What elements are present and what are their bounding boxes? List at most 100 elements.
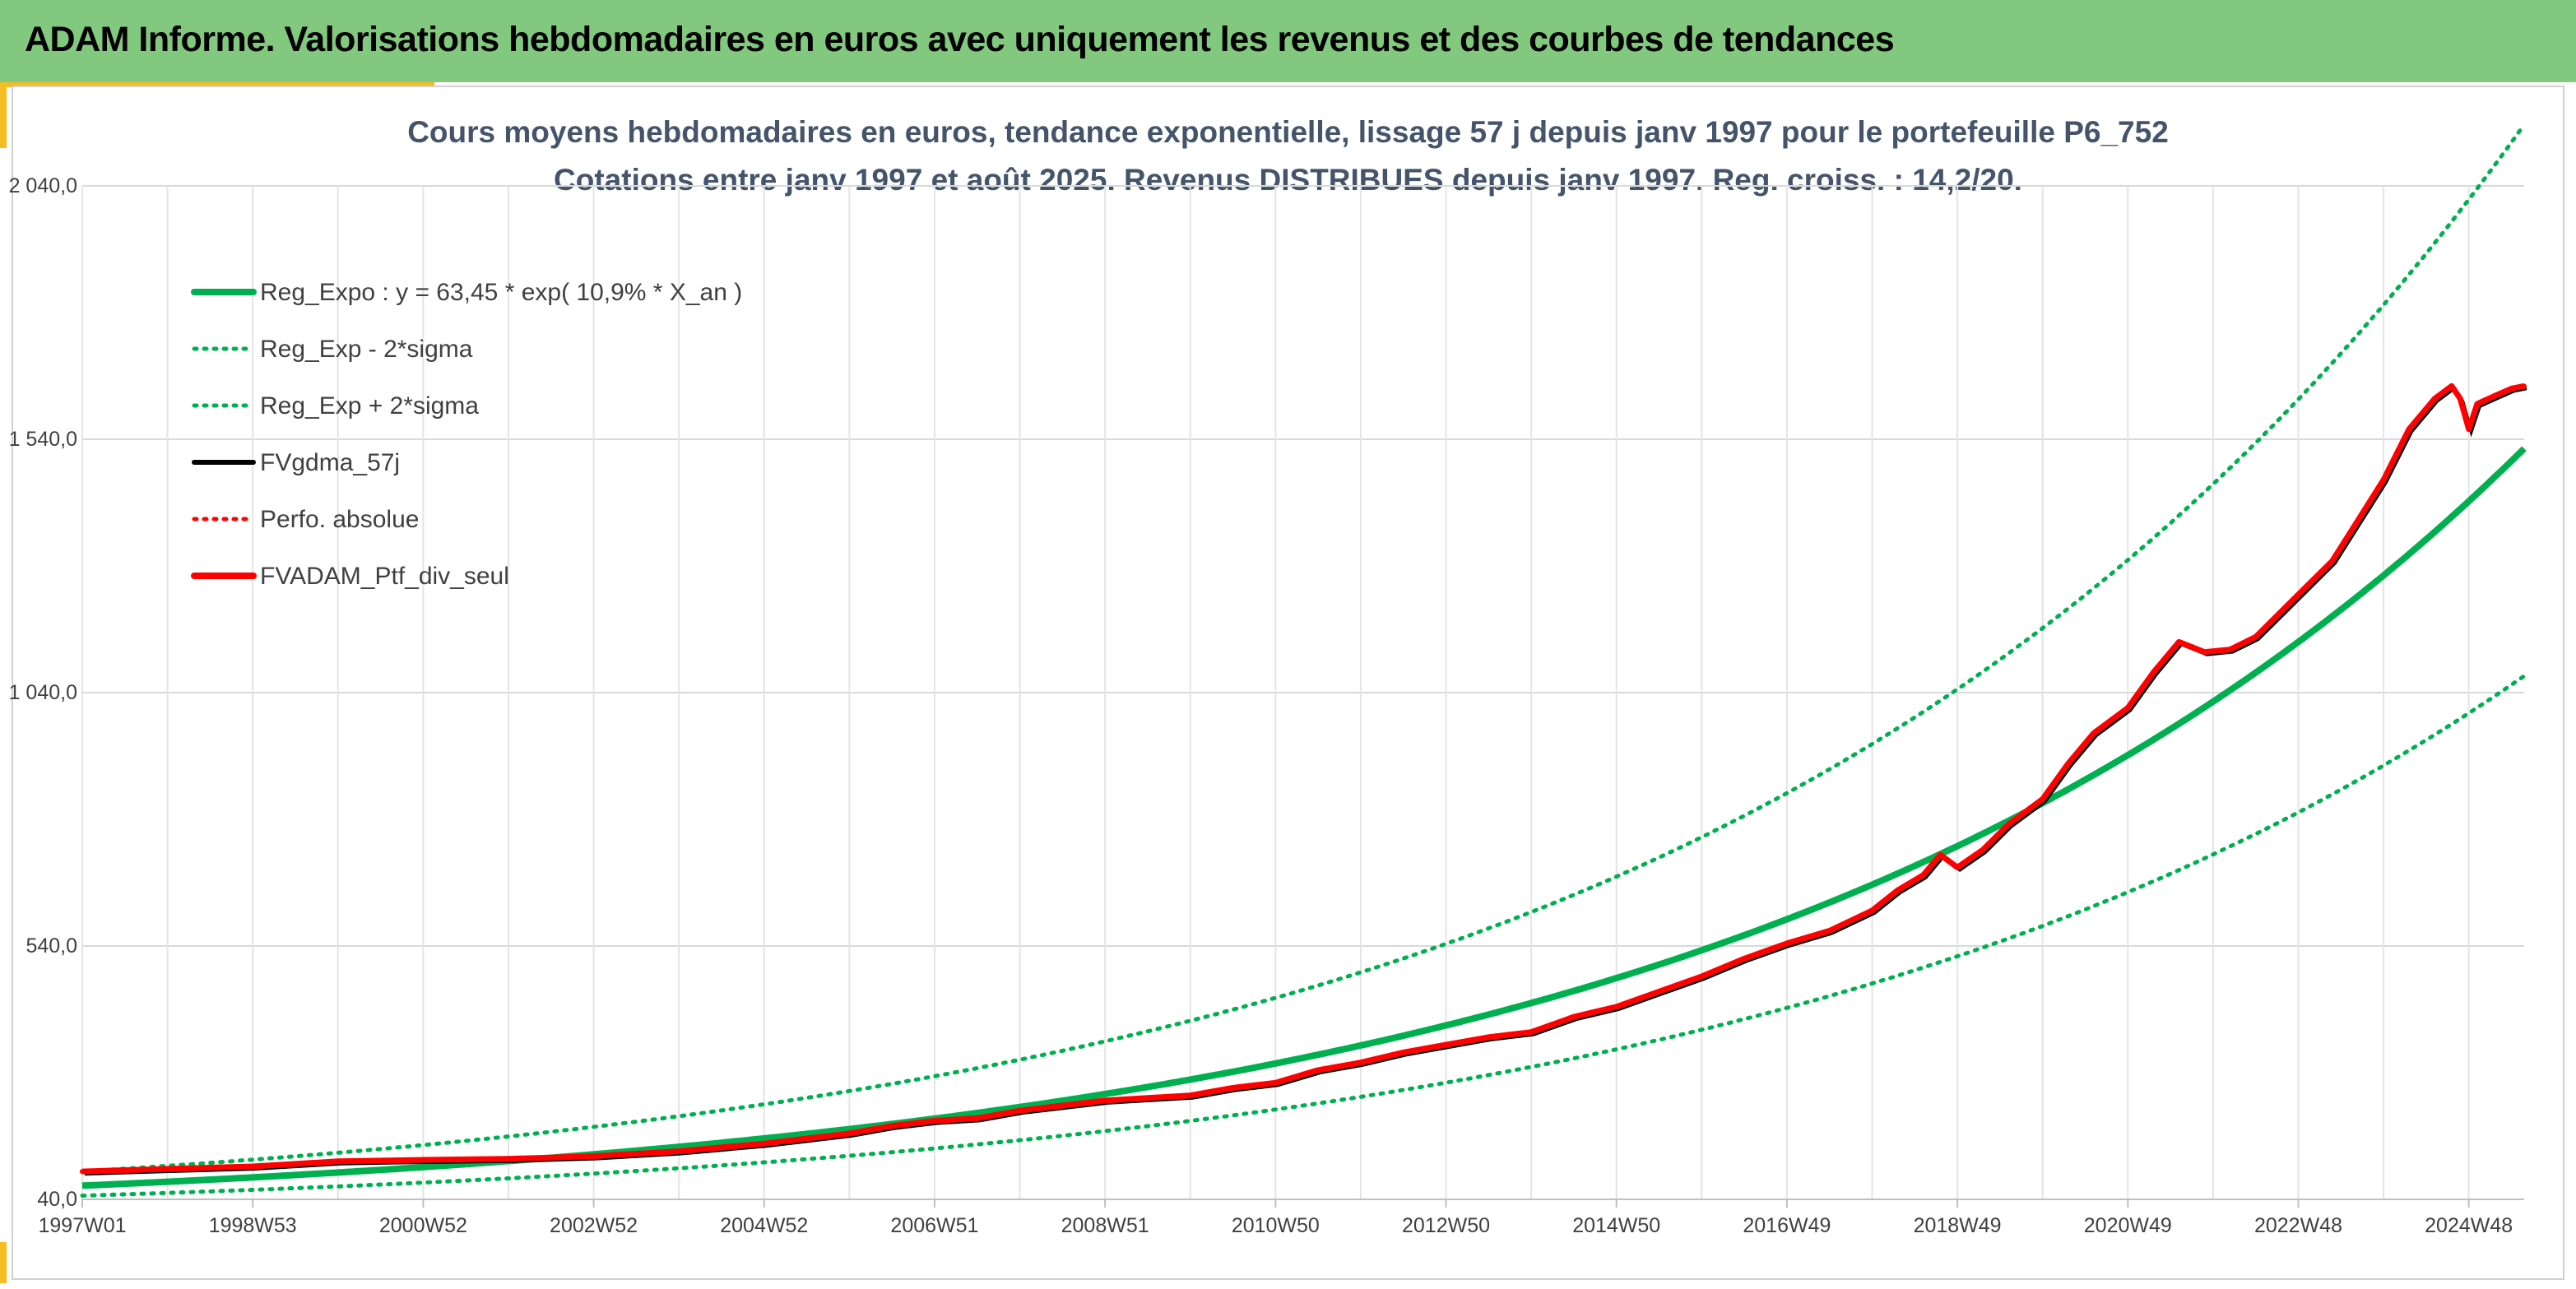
portfolio-point bbox=[1230, 1085, 1236, 1091]
portfolio-point bbox=[80, 1169, 85, 1175]
legend-label: FVADAM_Ptf_div_seul bbox=[260, 563, 509, 590]
portfolio-point bbox=[335, 1158, 341, 1164]
portfolio-point bbox=[1144, 1095, 1150, 1101]
portfolio-point bbox=[2040, 796, 2045, 802]
portfolio-point bbox=[2006, 822, 2012, 828]
y-tick-label: 540,0 bbox=[26, 934, 77, 957]
portfolio-point bbox=[2458, 396, 2463, 401]
portfolio-point bbox=[1955, 865, 1961, 870]
y-tick-label: 1 040,0 bbox=[9, 681, 77, 704]
portfolio-point bbox=[2065, 761, 2071, 767]
portfolio-point bbox=[2466, 426, 2472, 432]
portfolio-point bbox=[505, 1156, 511, 1161]
x-tick-label: 2000W52 bbox=[379, 1214, 467, 1237]
portfolio-point bbox=[2509, 386, 2514, 392]
portfolio-point bbox=[2176, 639, 2182, 645]
accent-bar-bottom-left bbox=[0, 1242, 7, 1283]
portfolio-point bbox=[1920, 872, 1926, 878]
portfolio-point bbox=[2278, 609, 2284, 614]
portfolio-point bbox=[1784, 940, 1789, 946]
portfolio-point bbox=[2522, 383, 2527, 389]
portfolio-point bbox=[1273, 1080, 1279, 1086]
portfolio-point bbox=[1102, 1097, 1108, 1103]
portfolio-point bbox=[1656, 989, 1662, 995]
portfolio-point bbox=[1017, 1108, 1023, 1114]
x-tick-label: 2010W50 bbox=[1232, 1214, 1320, 1237]
portfolio-point bbox=[1895, 888, 1901, 893]
portfolio-point bbox=[250, 1163, 256, 1169]
portfolio-point bbox=[1938, 852, 1943, 858]
portfolio-point bbox=[2491, 393, 2497, 399]
portfolio-point bbox=[676, 1148, 682, 1154]
y-tick-label: 40,0 bbox=[37, 1188, 77, 1211]
portfolio-point bbox=[2125, 705, 2131, 711]
legend-label: FVgdma_57j bbox=[260, 449, 400, 476]
portfolio-point bbox=[1613, 1004, 1619, 1009]
portfolio-point bbox=[2432, 396, 2438, 401]
x-tick-label: 2024W48 bbox=[2425, 1214, 2513, 1237]
legend-label: Reg_Expo : y = 63,45 * exp( 10,9% * X_an… bbox=[260, 279, 742, 306]
portfolio-point bbox=[847, 1130, 852, 1136]
portfolio-point bbox=[2304, 583, 2309, 589]
legend: Reg_Expo : y = 63,45 * exp( 10,9% * X_an… bbox=[191, 279, 742, 590]
x-tick-label: 2020W49 bbox=[2084, 1214, 2172, 1237]
x-tick-label: 2002W52 bbox=[550, 1214, 638, 1237]
portfolio-point bbox=[2091, 730, 2096, 736]
x-tick-label: 2008W51 bbox=[1061, 1214, 1149, 1237]
chart-subtitle: Cotations entre janv 1997 et août 2025. … bbox=[554, 163, 2022, 197]
portfolio-point bbox=[2227, 647, 2233, 652]
portfolio-point bbox=[2202, 649, 2207, 655]
portfolio-point bbox=[420, 1157, 426, 1162]
portfolio-point bbox=[931, 1118, 937, 1124]
portfolio-point bbox=[591, 1153, 596, 1159]
portfolio-point bbox=[1826, 928, 1832, 934]
portfolio-point bbox=[1400, 1050, 1406, 1055]
portfolio-point bbox=[2448, 383, 2454, 389]
axes-layer: 40,0 540,0 1 040,0 1 540,0 2 040,0 1997W01 199… bbox=[9, 174, 2524, 1237]
accent-bar-top bbox=[0, 82, 434, 87]
upper-band-line bbox=[80, 123, 2527, 1174]
legend-label: Perfo. absolue bbox=[260, 506, 419, 533]
portfolio-point bbox=[974, 1115, 980, 1121]
x-tick-label: 2018W49 bbox=[1914, 1214, 2002, 1237]
portfolio-point bbox=[1699, 973, 1705, 979]
portfolio-point bbox=[889, 1123, 895, 1129]
portfolio-point bbox=[2329, 558, 2335, 563]
portfolio-point bbox=[165, 1166, 170, 1172]
x-tick-label: 2014W50 bbox=[1572, 1214, 1660, 1237]
x-tick-label: 2012W50 bbox=[1402, 1214, 1490, 1237]
x-tick-label: 1998W53 bbox=[209, 1214, 297, 1237]
portfolio-point bbox=[1443, 1042, 1449, 1048]
series-layer bbox=[80, 123, 2527, 1198]
portfolio-point bbox=[1571, 1014, 1576, 1020]
portfolio-point bbox=[2151, 670, 2156, 675]
portfolio-point bbox=[1316, 1067, 1321, 1073]
portfolio-point bbox=[2355, 517, 2360, 523]
lower-band-line bbox=[80, 674, 2527, 1198]
accent-bar-left bbox=[0, 82, 7, 148]
y-tick-label: 2 040,0 bbox=[9, 174, 77, 197]
legend-label: Reg_Exp + 2*sigma bbox=[260, 392, 479, 420]
portfolio-point bbox=[1869, 907, 1875, 913]
x-tick-label: 2006W51 bbox=[890, 1214, 978, 1237]
x-tick-label: 2004W52 bbox=[720, 1214, 808, 1237]
portfolio-line bbox=[81, 383, 2525, 1175]
x-tick-label: 2022W48 bbox=[2254, 1214, 2342, 1237]
chart-title: Cours moyens hebdomadaires en euros, ten… bbox=[407, 115, 2169, 149]
portfolio-point bbox=[2381, 477, 2387, 483]
x-tick-label: 1997W01 bbox=[38, 1214, 126, 1237]
portfolio-point bbox=[1187, 1092, 1193, 1098]
portfolio-point bbox=[2407, 426, 2412, 432]
portfolio-point bbox=[1980, 846, 1986, 852]
portfolio-point bbox=[2253, 634, 2258, 640]
y-tick-label: 1 540,0 bbox=[9, 428, 77, 451]
header-title: ADAM Informe. Valorisations hebdomadaire… bbox=[25, 20, 1895, 59]
legend-label: Reg_Exp - 2*sigma bbox=[260, 336, 473, 363]
portfolio-point bbox=[1486, 1034, 1492, 1040]
portfolio-point bbox=[2475, 401, 2481, 406]
header-banner: ADAM Informe. Valorisations hebdomadaire… bbox=[0, 0, 2576, 82]
portfolio-point bbox=[1358, 1059, 1363, 1065]
portfolio-point bbox=[1529, 1029, 1534, 1035]
portfolio-point bbox=[1060, 1103, 1065, 1109]
